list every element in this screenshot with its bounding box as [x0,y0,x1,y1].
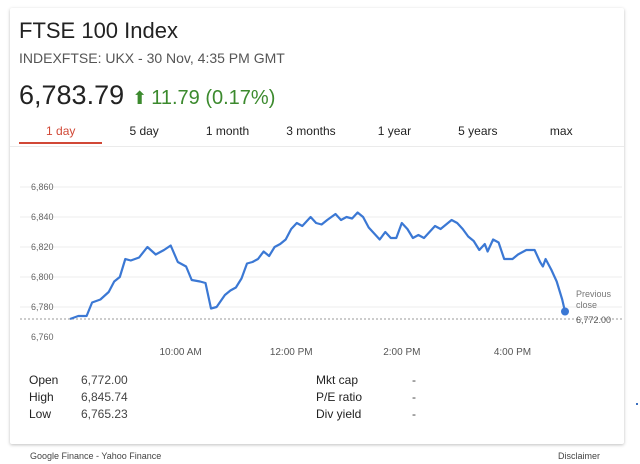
y-tick-label: 6,760 [31,332,54,342]
y-tick-label: 6,820 [31,242,54,252]
stat-pe-ratio: P/E ratio - [316,389,416,406]
index-title: FTSE 100 Index [19,18,178,43]
stat-mkt-cap: Mkt cap - [316,372,416,389]
price-change: 11.79 (0.17%) [151,87,276,109]
stat-low: Low 6,765.23 [29,406,128,423]
price-row: 6,783.79 ⬆ 11.79 (0.17%) [19,80,275,111]
tab-5-years[interactable]: 5 years [458,124,498,138]
price-chart[interactable]: 6,860 6,840 6,820 6,800 6,780 6,760 10:00 AM 12… [10,150,624,360]
finance-card [10,8,624,444]
tab-1-month[interactable]: 1 month [205,124,250,138]
current-price: 6,783.79 [19,80,125,110]
stats-right: Mkt cap - P/E ratio - Div yield - [316,372,416,423]
stat-value: 6,845.74 [81,390,128,404]
stat-label: Div yield [316,407,362,421]
stat-label: Mkt cap [316,373,359,387]
footer-sources[interactable]: Google Finance - Yahoo Finance [30,451,162,461]
price-line [69,211,567,321]
tab-max[interactable]: max [549,124,573,138]
stat-label: P/E ratio [316,390,363,404]
current-point [561,307,569,316]
previous-close-value: 6,772.00 [576,315,611,325]
y-tick-label: 6,860 [31,182,54,192]
tab-5-day[interactable]: 5 day [129,124,159,138]
index-subtitle: INDEXFTSE: UKX - 30 Nov, 4:35 PM GMT [19,50,285,66]
y-tick-label: 6,780 [31,302,54,312]
stat-value: 6,772.00 [81,373,128,387]
tab-1-day[interactable]: 1 day [19,114,103,144]
y-tick-label: 6,840 [31,212,54,222]
tabs-divider [10,146,624,147]
stat-label: High [29,390,54,404]
stat-value: - [412,407,416,421]
x-tick-label: 2:00 PM [383,347,420,358]
y-tick-label: 6,800 [31,272,54,282]
stat-label: Low [29,407,52,421]
x-tick-label: 10:00 AM [159,347,201,358]
edge-dot [636,403,638,405]
stat-div-yield: Div yield - [316,406,416,423]
stat-high: High 6,845.74 [29,389,128,406]
range-tabs: 1 day 5 day 1 month 3 months 1 year 5 ye… [19,114,603,144]
tab-3-months[interactable]: 3 months [286,124,336,138]
stats-left: Open 6,772.00 High 6,845.74 Low 6,765.23 [29,372,128,423]
stat-value: 6,765.23 [81,407,128,421]
x-tick-label: 4:00 PM [494,347,531,358]
stat-label: Open [29,373,59,387]
stat-value: - [412,373,416,387]
previous-close-label: Previous [576,289,612,299]
stat-value: - [412,390,416,404]
disclaimer-link[interactable]: Disclaimer [558,451,601,461]
stat-open: Open 6,772.00 [29,372,128,389]
x-tick-label: 12:00 PM [270,347,313,358]
previous-close-label: close [576,300,597,310]
up-arrow-icon: ⬆ [132,88,148,108]
tab-1-year[interactable]: 1 year [377,124,412,138]
